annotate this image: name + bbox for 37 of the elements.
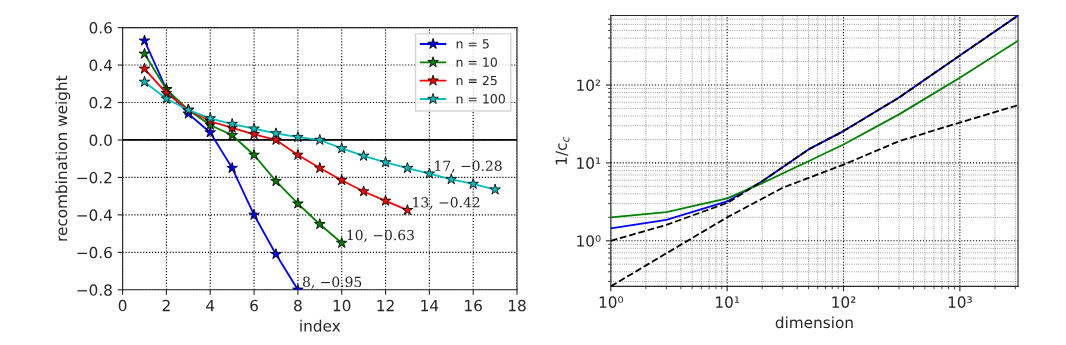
x-tick-label: 18 (508, 299, 526, 312)
x-tick-label: 10 (333, 299, 351, 312)
annotation: 10, −0.63 (347, 229, 414, 242)
annotation: 17, −0.28 (435, 160, 502, 173)
x-tick-label: 2 (162, 299, 170, 312)
y-tick-label: 10⁰ (577, 235, 601, 247)
y-tick-label: 0.4 (89, 59, 113, 72)
x-tick-label: 8 (294, 299, 302, 312)
y-tick-label: −0.4 (77, 209, 113, 221)
y-tick-label: 0.2 (89, 96, 112, 109)
x-tick-label: 0 (118, 299, 127, 312)
y-tick-label: 0.0 (89, 134, 112, 146)
x-tick-label: 10⁰ (599, 296, 624, 308)
y-tick-label: −0.6 (77, 246, 112, 259)
x-tick-label: 16 (465, 299, 482, 312)
y-axis-title: recombination weight (55, 75, 71, 241)
x-tick-label: 10² (832, 296, 856, 308)
y-tick-label: 0.6 (89, 22, 112, 34)
x-tick-label: 10³ (948, 296, 972, 308)
legend-label: n = 5 (456, 39, 489, 49)
x-tick-label: 4 (206, 299, 215, 312)
annotation: 13, −0.42 (413, 197, 480, 210)
x-tick-label: 10¹ (716, 296, 740, 308)
legend-label: n = 100 (456, 94, 505, 104)
y-tick-label: 10² (577, 79, 601, 92)
annotation: 8, −0.95 (302, 276, 362, 289)
y-axis-title: 1/c$_{c}$ (555, 136, 570, 165)
x-axis-title: dimension (775, 316, 853, 329)
x-tick-label: 6 (250, 299, 258, 312)
y-tick-label: 10¹ (577, 157, 601, 169)
y-tick-label: −0.2 (77, 171, 112, 184)
y-tick-label: −0.8 (77, 284, 112, 296)
x-tick-label: 14 (421, 299, 439, 312)
x-axis-title: index (300, 319, 341, 332)
legend-label: n = 25 (456, 75, 497, 86)
x-tick-label: 12 (377, 299, 394, 312)
legend-label: n = 10 (456, 57, 497, 67)
